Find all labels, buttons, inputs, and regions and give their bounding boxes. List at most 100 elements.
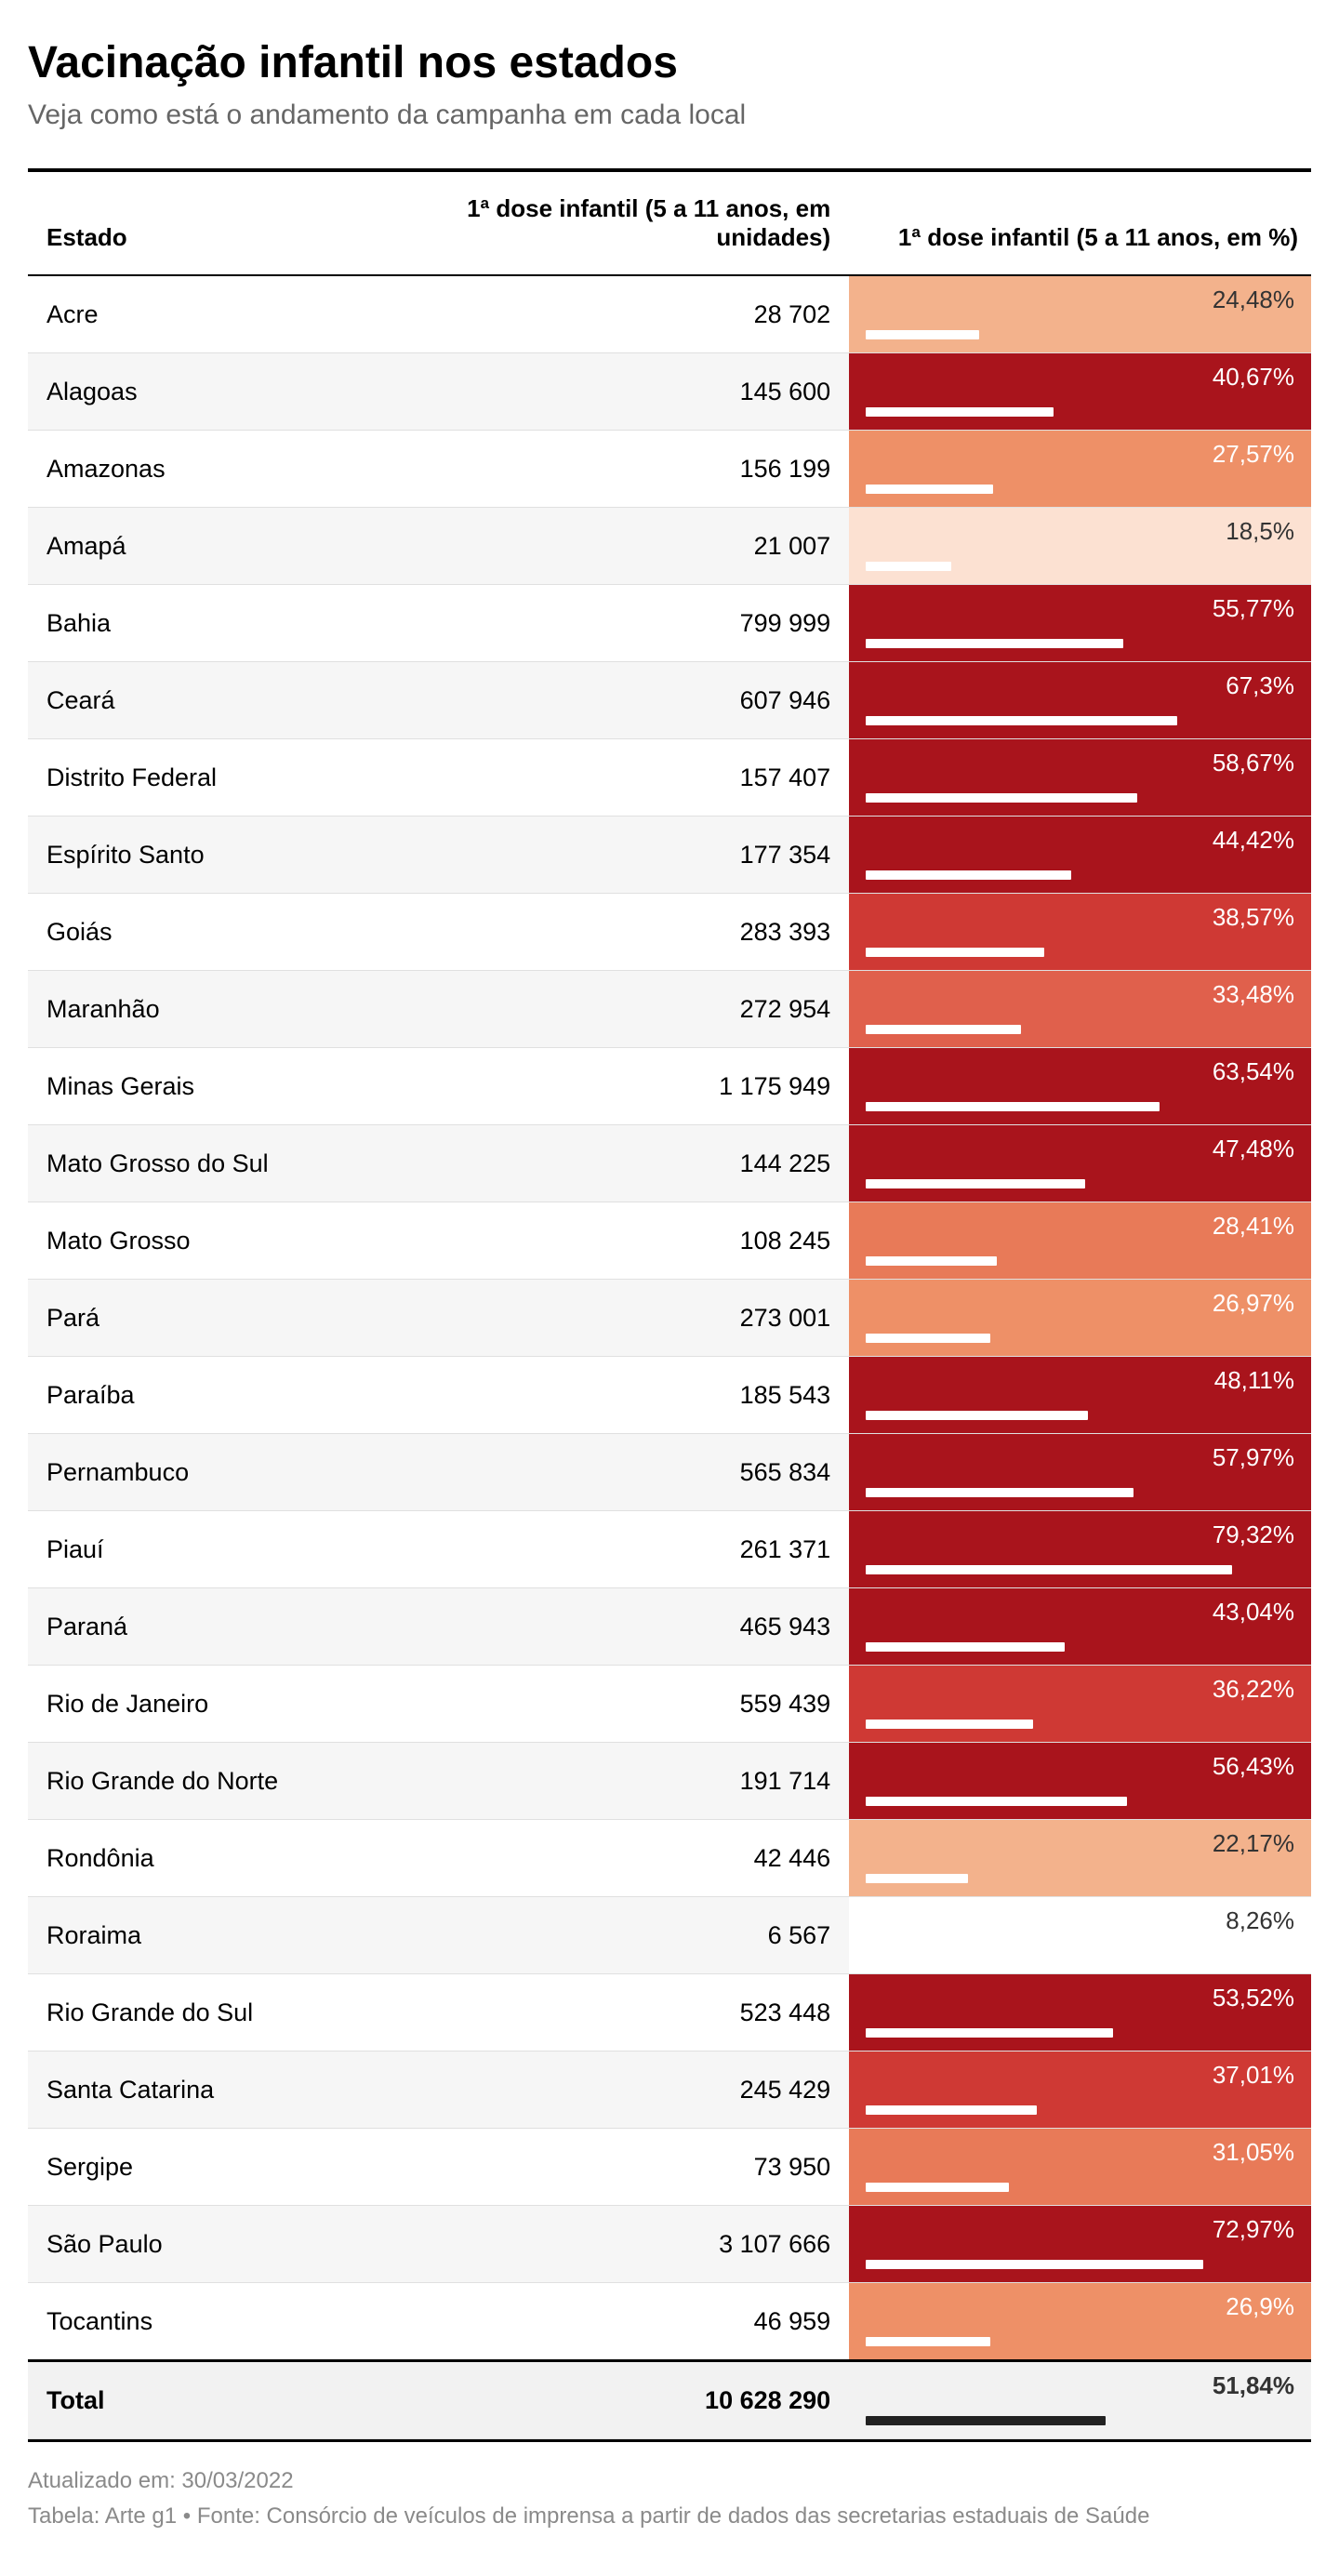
state-cell: Rio de Janeiro bbox=[28, 1666, 413, 1743]
table-row: Espírito Santo177 35444,42% bbox=[28, 817, 1311, 894]
table-row: Tocantins46 95926,9% bbox=[28, 2283, 1311, 2361]
total-pct-cell: 51,84% bbox=[849, 2361, 1311, 2439]
table-row: Amapá21 00718,5% bbox=[28, 508, 1311, 585]
state-cell: Santa Catarina bbox=[28, 2052, 413, 2129]
pct-bar bbox=[866, 1411, 1088, 1420]
state-cell: Acre bbox=[28, 275, 413, 353]
pct-bar bbox=[866, 870, 1071, 880]
pct-label: 57,97% bbox=[1213, 1443, 1294, 1472]
state-cell: Pará bbox=[28, 1280, 413, 1357]
units-cell: 3 107 666 bbox=[413, 2206, 849, 2283]
table-row: Santa Catarina245 42937,01% bbox=[28, 2052, 1311, 2129]
table-row: Ceará607 94667,3% bbox=[28, 662, 1311, 739]
pct-label: 72,97% bbox=[1213, 2215, 1294, 2244]
state-cell: Rio Grande do Sul bbox=[28, 1974, 413, 2052]
units-cell: 46 959 bbox=[413, 2283, 849, 2361]
pct-bar bbox=[866, 407, 1054, 417]
pct-cell: 36,22% bbox=[849, 1666, 1311, 1743]
units-cell: 1 175 949 bbox=[413, 1048, 849, 1125]
page-title: Vacinação infantil nos estados bbox=[28, 37, 1311, 88]
pct-cell: 37,01% bbox=[849, 2052, 1311, 2129]
pct-label: 48,11% bbox=[1214, 1366, 1294, 1395]
pct-label: 63,54% bbox=[1213, 1057, 1294, 1086]
pct-cell: 33,48% bbox=[849, 971, 1311, 1048]
pct-bar bbox=[866, 1102, 1160, 1111]
units-cell: 108 245 bbox=[413, 1202, 849, 1280]
source-text: Tabela: Arte g1 • Fonte: Consórcio de ve… bbox=[28, 2503, 1311, 2530]
pct-label: 56,43% bbox=[1213, 1752, 1294, 1781]
table-row: Amazonas156 19927,57% bbox=[28, 431, 1311, 508]
vaccination-table: Estado 1ª dose infantil (5 a 11 anos, em… bbox=[28, 168, 1311, 2442]
pct-cell: 28,41% bbox=[849, 1202, 1311, 1280]
units-cell: 799 999 bbox=[413, 585, 849, 662]
table-row: Mato Grosso108 245 28,41% bbox=[28, 1202, 1311, 1280]
state-cell: Ceará bbox=[28, 662, 413, 739]
units-cell: 261 371 bbox=[413, 1511, 849, 1588]
state-cell: São Paulo bbox=[28, 2206, 413, 2283]
state-cell: Amazonas bbox=[28, 431, 413, 508]
units-cell: 465 943 bbox=[413, 1588, 849, 1666]
units-cell: 565 834 bbox=[413, 1434, 849, 1511]
pct-bar bbox=[866, 639, 1123, 648]
state-cell: Bahia bbox=[28, 585, 413, 662]
pct-bar bbox=[866, 1256, 997, 1266]
pct-cell: 40,67% bbox=[849, 353, 1311, 431]
pct-label: 37,01% bbox=[1213, 2061, 1294, 2090]
pct-cell: 72,97% bbox=[849, 2206, 1311, 2283]
pct-label: 33,48% bbox=[1213, 980, 1294, 1009]
pct-bar bbox=[866, 948, 1044, 957]
col-header-units: 1ª dose infantil (5 a 11 anos, em unidad… bbox=[413, 172, 849, 275]
updated-text: Atualizado em: 30/03/2022 bbox=[28, 2468, 1311, 2494]
table-total-row: Total10 628 29051,84% bbox=[28, 2361, 1311, 2439]
table-row: Maranhão272 95433,48% bbox=[28, 971, 1311, 1048]
pct-bar bbox=[866, 1179, 1085, 1188]
pct-bar bbox=[866, 2337, 990, 2346]
pct-cell: 31,05% bbox=[849, 2129, 1311, 2206]
state-cell: Goiás bbox=[28, 894, 413, 971]
pct-cell: 58,67% bbox=[849, 739, 1311, 817]
pct-label: 43,04% bbox=[1213, 1598, 1294, 1627]
footnotes: Atualizado em: 30/03/2022 Tabela: Arte g… bbox=[28, 2468, 1311, 2530]
table-row: Pernambuco565 834 57,97% bbox=[28, 1434, 1311, 1511]
state-cell: Espírito Santo bbox=[28, 817, 413, 894]
pct-label: 58,67% bbox=[1213, 749, 1294, 777]
units-cell: 177 354 bbox=[413, 817, 849, 894]
table-row: Rio Grande do Sul523 44853,52% bbox=[28, 1974, 1311, 2052]
pct-cell: 79,32% bbox=[849, 1511, 1311, 1588]
pct-label: 8,26% bbox=[1226, 1906, 1294, 1935]
pct-bar bbox=[866, 2260, 1203, 2269]
state-cell: Mato Grosso do Sul bbox=[28, 1125, 413, 1202]
table-row: Acre28 70224,48% bbox=[28, 275, 1311, 353]
pct-bar bbox=[866, 330, 979, 339]
pct-bar bbox=[866, 562, 951, 571]
state-cell: Pernambuco bbox=[28, 1434, 413, 1511]
pct-bar bbox=[866, 2028, 1113, 2038]
state-cell: Alagoas bbox=[28, 353, 413, 431]
table-row: Rio de Janeiro559 43936,22% bbox=[28, 1666, 1311, 1743]
table-row: Alagoas145 60040,67% bbox=[28, 353, 1311, 431]
pct-label: 18,5% bbox=[1226, 517, 1294, 546]
state-cell: Minas Gerais bbox=[28, 1048, 413, 1125]
table-row: Sergipe73 95031,05% bbox=[28, 2129, 1311, 2206]
state-cell: Roraima bbox=[28, 1897, 413, 1974]
pct-bar bbox=[866, 1565, 1232, 1574]
pct-bar bbox=[866, 1642, 1065, 1652]
pct-cell: 63,54% bbox=[849, 1048, 1311, 1125]
units-cell: 607 946 bbox=[413, 662, 849, 739]
pct-label: 28,41% bbox=[1213, 1212, 1294, 1241]
table-row: Minas Gerais1 175 949 63,54% bbox=[28, 1048, 1311, 1125]
state-cell: Mato Grosso bbox=[28, 1202, 413, 1280]
table-row: Paraná465 94343,04% bbox=[28, 1588, 1311, 1666]
table-row: Paraíba185 54348,11% bbox=[28, 1357, 1311, 1434]
pct-label: 24,48% bbox=[1213, 285, 1294, 314]
table-row: Goiás283 39338,57% bbox=[28, 894, 1311, 971]
state-cell: Sergipe bbox=[28, 2129, 413, 2206]
pct-cell: 8,26% bbox=[849, 1897, 1311, 1974]
pct-cell: 44,42% bbox=[849, 817, 1311, 894]
total-state-cell: Total bbox=[28, 2361, 413, 2439]
table-row: Bahia799 99955,77% bbox=[28, 585, 1311, 662]
pct-label: 53,52% bbox=[1213, 1984, 1294, 2012]
units-cell: 156 199 bbox=[413, 431, 849, 508]
pct-label: 36,22% bbox=[1213, 1675, 1294, 1704]
pct-label: 26,9% bbox=[1226, 2292, 1294, 2321]
